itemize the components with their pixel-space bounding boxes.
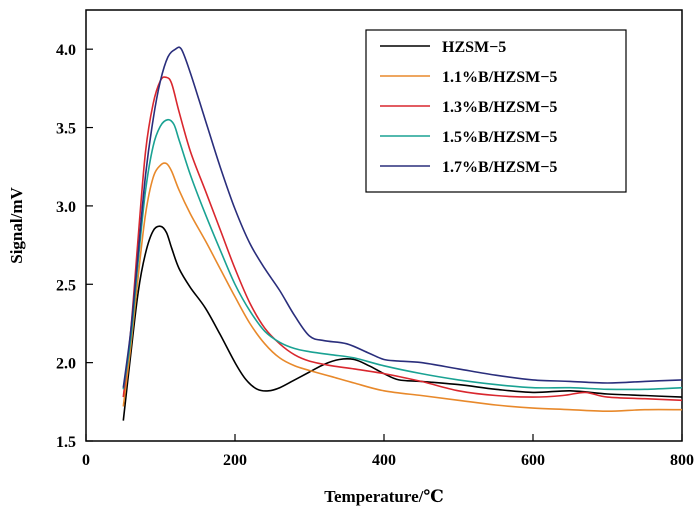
series-line-3	[122, 76, 683, 402]
y-axis-title: Signal/mV	[7, 187, 26, 264]
legend-label-3: 1.3%B/HZSM−5	[442, 99, 557, 116]
x-tick-label: 0	[82, 452, 90, 469]
y-tick-label: 3.5	[56, 121, 76, 138]
x-tick-label: 400	[372, 452, 396, 469]
x-tick-label: 800	[670, 452, 694, 469]
y-tick-label: 2.5	[56, 277, 76, 294]
legend-label-2: 1.1%B/HZSM−5	[442, 69, 557, 86]
x-tick-label: 200	[223, 452, 247, 469]
series-layer	[122, 46, 683, 421]
y-tick-label: 2.0	[56, 356, 76, 373]
legend-label-1: HZSM−5	[442, 39, 506, 56]
legend-label-4: 1.5%B/HZSM−5	[442, 129, 557, 146]
legend: HZSM−5 1.1%B/HZSM−5 1.3%B/HZSM−5 1.5%B/HZSM…	[365, 29, 627, 193]
x-tick-label: 600	[521, 452, 545, 469]
series-line-5	[122, 46, 683, 388]
y-tick-label: 4.0	[56, 42, 76, 59]
legend-label-5: 1.7%B/HZSM−5	[442, 159, 557, 176]
series-line-2	[122, 162, 683, 412]
y-tick-label: 1.5	[56, 434, 76, 451]
tick-layer	[85, 48, 683, 442]
y-tick-label: 3.0	[56, 199, 76, 216]
x-axis-title: Temperature/℃	[324, 487, 444, 506]
series-line-4	[122, 118, 683, 391]
series-line-1	[122, 225, 683, 421]
plot-area	[85, 9, 683, 442]
legend-box	[365, 29, 627, 193]
